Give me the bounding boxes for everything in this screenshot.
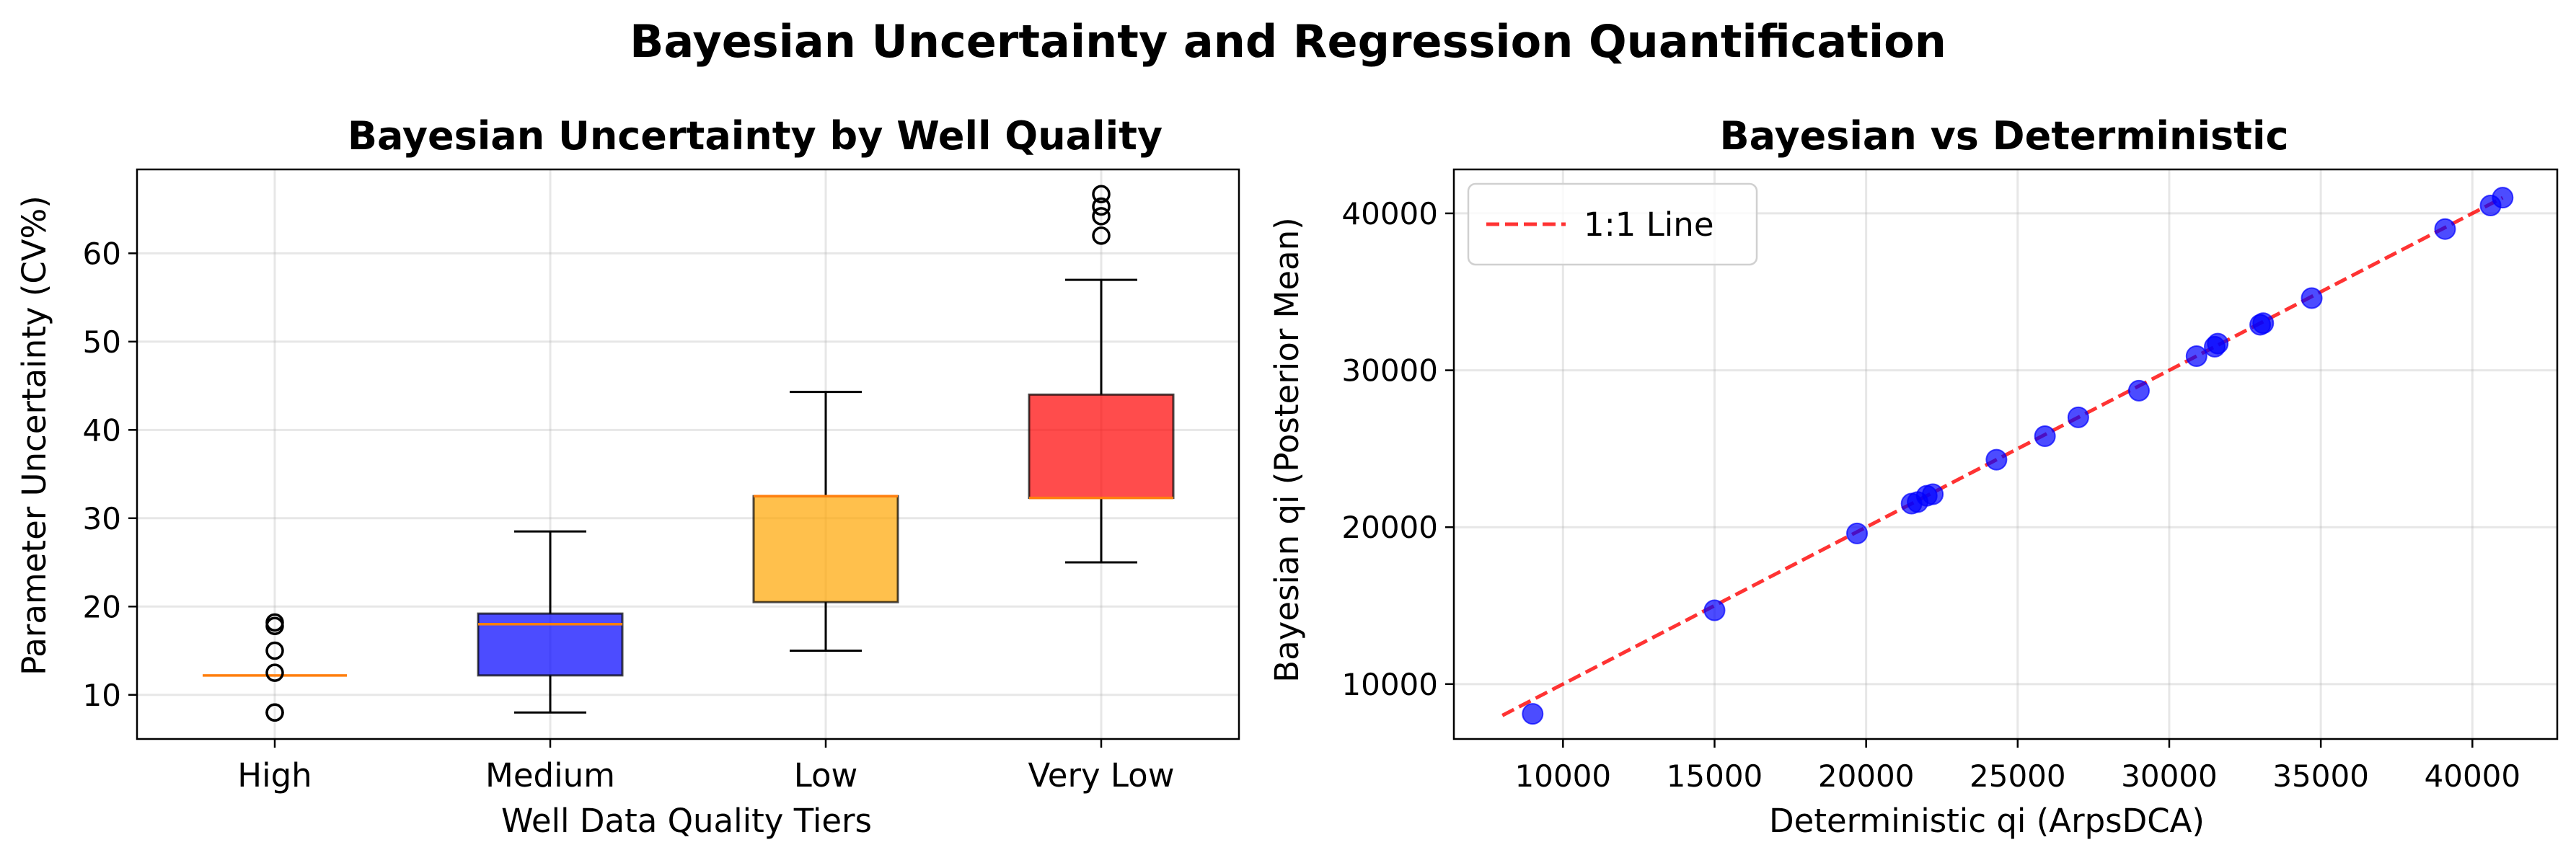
x-tick-label: 25000 (1970, 758, 2066, 794)
boxplot-panel: Bayesian Uncertainty by Well Quality Wel… (15, 113, 1240, 840)
x-tick-label: Medium (485, 756, 615, 795)
scatter-point (1922, 483, 1944, 505)
scatter-point (2127, 379, 2150, 402)
legend-frame (1467, 182, 1758, 266)
box-very-low (1028, 393, 1175, 500)
x-tick-label: 10000 (1515, 758, 1612, 794)
y-tick-label: 20 (83, 589, 121, 624)
scatter-title: Bayesian vs Deterministic (1720, 113, 2289, 159)
y-tick-label: 10 (83, 678, 121, 713)
x-tick-label: 20000 (1818, 758, 1915, 794)
outlier-point (265, 663, 284, 682)
scatter-point (2492, 187, 2514, 209)
y-tick-label: 50 (83, 324, 121, 360)
outlier-point (265, 703, 284, 722)
x-tick-label: Low (794, 756, 858, 795)
x-tick-label: 35000 (2272, 758, 2369, 794)
scatter-point (2301, 287, 2323, 309)
scatter-point (1522, 703, 1544, 725)
outlier-point (265, 613, 284, 632)
x-tick-label: 40000 (2425, 758, 2521, 794)
figure-title: Bayesian Uncertainty and Regression Quan… (630, 15, 1946, 68)
boxplot-axes-frame (136, 168, 1240, 740)
outlier-point (1092, 185, 1111, 204)
box-low (752, 495, 899, 603)
y-tick-label: 10000 (1341, 667, 1438, 702)
boxplot-x-axis-label: Well Data Quality Tiers (501, 802, 872, 840)
x-tick-label: 15000 (1667, 758, 1763, 794)
y-tick-label: 60 (83, 236, 121, 271)
y-tick-label: 30000 (1341, 353, 1438, 389)
scatter-point (2034, 425, 2056, 447)
scatter-panel: Bayesian vs Deterministic Deterministic … (1268, 113, 2559, 840)
outlier-point (1092, 207, 1111, 226)
outlier-point (1092, 197, 1111, 216)
scatter-axes-frame (1452, 168, 2559, 740)
scatter-point (1703, 599, 1726, 621)
y-tick-label: 20000 (1341, 510, 1438, 545)
outlier-point (1092, 226, 1111, 245)
y-tick-label: 30 (83, 501, 121, 536)
x-tick-label: Very Low (1028, 756, 1174, 795)
scatter-point (2434, 218, 2456, 240)
scatter-point (2207, 332, 2229, 355)
y-tick-label: 40 (83, 412, 121, 448)
x-tick-label: 30000 (2121, 758, 2218, 794)
boxplot-title: Bayesian Uncertainty by Well Quality (348, 113, 1163, 159)
scatter-x-axis-label: Deterministic qi (ArpsDCA) (1769, 802, 2205, 840)
scatter-point (1846, 522, 1869, 544)
scatter-point (2067, 406, 2089, 428)
legend: 1:1 Line (1467, 182, 1758, 266)
box-medium (477, 612, 624, 677)
scatter-y-axis-label: Bayesian qi (Posterior Mean) (1268, 217, 1306, 682)
boxplot-y-axis-label: Parameter Uncertainty (CV%) (15, 195, 53, 676)
scatter-point (1985, 448, 2008, 471)
x-tick-label: High (237, 756, 312, 795)
scatter-point (2252, 312, 2275, 335)
legend-label: 1:1 Line (1584, 205, 1714, 244)
y-tick-label: 40000 (1341, 196, 1438, 231)
outlier-point (265, 641, 284, 660)
scatter-point (2185, 345, 2207, 367)
